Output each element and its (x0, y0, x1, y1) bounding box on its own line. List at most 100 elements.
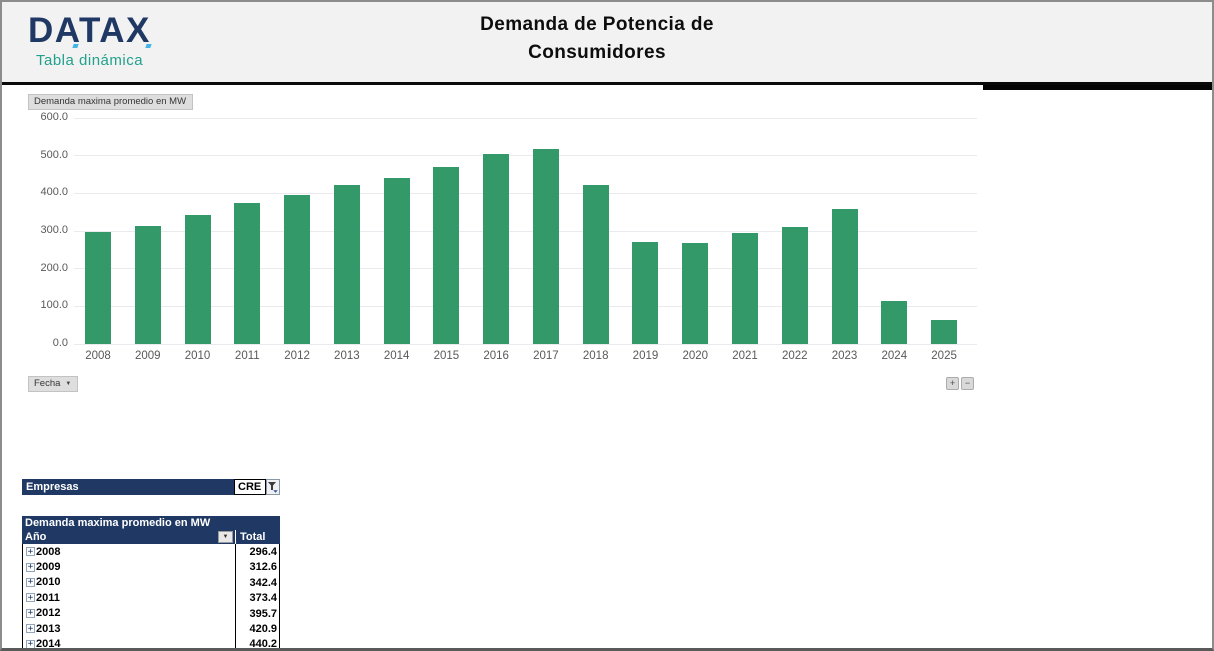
bar-2017 (532, 148, 559, 344)
value-field-button[interactable]: Demanda maxima promedio en MW (28, 94, 194, 110)
x-tick-label: 2022 (781, 350, 808, 362)
expand-entire-field-button[interactable]: + (946, 377, 959, 390)
row-total-value: 342.4 (235, 574, 279, 591)
chevron-down-icon: ▼ (65, 381, 72, 387)
x-tick-label: 2018 (582, 350, 609, 362)
page-title-line2: Consumidores (528, 42, 666, 63)
collapse-entire-field-button[interactable]: − (961, 377, 974, 390)
x-tick-label: 2021 (732, 350, 758, 362)
x-tick-label: 2024 (881, 350, 908, 362)
expand-collapse-buttons: + − (946, 377, 974, 390)
row-year-label: 2008 (36, 545, 61, 558)
gridline (74, 230, 977, 232)
row-year-label: 2013 (36, 622, 61, 635)
x-axis-labels: 2008 2009 2010 2011 2012 2013 2014 2015 2016 2017… (74, 350, 977, 366)
x-tick-label: 2010 (184, 350, 211, 362)
expand-row-button[interactable]: + (26, 608, 35, 619)
x-tick-label: 2013 (334, 350, 360, 362)
row-total-value: 312.6 (235, 559, 279, 575)
y-tick-label: 0.0 (52, 337, 68, 349)
x-tick-label: 2011 (234, 350, 260, 362)
chart-plot-area (74, 117, 977, 345)
table-row: +2008 296.4 (23, 544, 279, 560)
x-tick-label: 2025 (931, 350, 957, 362)
x-tick-label: 2009 (134, 350, 161, 362)
row-total-value: 395.7 (235, 605, 279, 621)
bar-2022 (781, 227, 808, 344)
filter-value-cell: CRE (234, 479, 266, 495)
bar-2010 (184, 215, 211, 344)
row-year-label: 2012 (36, 607, 61, 620)
expand-row-button[interactable]: + (26, 623, 35, 634)
row-year-label: 2010 (36, 576, 61, 589)
bar-2015 (433, 166, 460, 344)
bar-2020 (682, 243, 709, 344)
filter-applied-icon (268, 481, 278, 493)
table-row: +2009 312.6 (23, 559, 279, 575)
brand-logo: DATAX Tabla dinámica (28, 11, 152, 69)
y-tick-label: 200.0 (40, 261, 68, 274)
bar-2023 (831, 209, 858, 344)
x-tick-label: 2016 (483, 350, 509, 362)
row-label-cell: +2008 (23, 546, 235, 558)
row-total-value: 440.2 (235, 636, 279, 648)
pivot-table: Demanda maxima promedio en MW Año ▼ Tota… (22, 516, 280, 651)
bar-2013 (333, 185, 360, 344)
bar-2016 (483, 153, 510, 344)
gridline (74, 155, 977, 157)
axis-field-button-fecha[interactable]: Fecha ▼ (28, 376, 79, 392)
row-label-cell: +2013 (23, 623, 235, 635)
brand-name: DATAX (28, 11, 151, 50)
y-tick-label: 600.0 (40, 111, 68, 123)
bar-2024 (881, 301, 908, 344)
expand-row-button[interactable]: + (26, 562, 35, 573)
bar-2021 (732, 232, 758, 344)
row-total-value: 420.9 (235, 620, 279, 637)
expand-row-button[interactable]: + (26, 546, 35, 557)
pivot-chart: Demanda maxima promedio en MW 0.0 100.0 20… (22, 90, 980, 395)
header: DATAX Tabla dinámica Demanda de Potencia… (2, 2, 1212, 85)
y-tick-label: 500.0 (40, 148, 68, 161)
row-year-label: 2014 (36, 638, 61, 651)
gridline (74, 268, 977, 270)
y-tick-label: 100.0 (40, 299, 68, 312)
x-tick-label: 2020 (682, 350, 709, 362)
report-filter-row: Empresas CRE (22, 479, 280, 495)
bar-2011 (234, 203, 261, 344)
x-tick-label: 2015 (433, 350, 460, 362)
row-total-value: 296.4 (235, 544, 279, 560)
row-label-cell: +2009 (23, 561, 235, 573)
table-row: +2010 342.4 (23, 574, 279, 591)
row-label-cell: +2011 (23, 592, 235, 604)
bar-2008 (85, 232, 111, 344)
pivot-table-body: +2008 296.4 +2009 312.6 +2010 342.4 +2011 373.4… (22, 544, 280, 651)
gridline (74, 305, 977, 307)
bar-2012 (284, 194, 311, 344)
y-tick-label: 400.0 (40, 186, 68, 199)
x-tick-label: 2017 (533, 350, 559, 362)
row-labels-filter-button[interactable]: ▼ (218, 531, 233, 543)
filter-dropdown-button[interactable] (266, 479, 280, 495)
pivot-table-title: Demanda maxima promedio en MW (22, 516, 280, 530)
bar-2025 (931, 320, 958, 344)
row-year-label: 2011 (36, 591, 60, 604)
row-label-cell: +2014 (23, 638, 235, 651)
table-row: +2011 373.4 (23, 590, 279, 606)
total-column-header: Total (235, 530, 280, 544)
bar-2009 (134, 226, 161, 344)
axis-field-label: Fecha (34, 378, 61, 389)
table-row: +2013 420.9 (23, 620, 279, 637)
expand-row-button[interactable]: + (26, 639, 35, 650)
gridline (74, 117, 977, 119)
row-field-label: Año (25, 531, 47, 543)
expand-row-button[interactable]: + (26, 592, 35, 603)
pivot-table-header-row: Año ▼ Total (22, 530, 280, 544)
gridline (74, 343, 977, 345)
table-row: +2012 395.7 (23, 605, 279, 621)
expand-row-button[interactable]: + (26, 577, 35, 588)
header-underline (983, 85, 1212, 90)
x-tick-label: 2008 (85, 350, 111, 362)
x-tick-label: 2012 (284, 350, 310, 362)
y-axis-labels: 0.0 100.0 200.0 300.0 400.0 500.0 600.0 (22, 111, 68, 349)
